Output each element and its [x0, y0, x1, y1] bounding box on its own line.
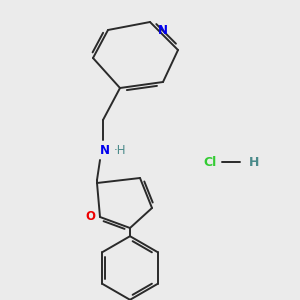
Text: N: N [100, 143, 110, 157]
Text: O: O [85, 211, 95, 224]
Text: N: N [158, 23, 168, 37]
Text: H: H [249, 155, 259, 169]
Text: ·H: ·H [113, 143, 126, 157]
Text: Cl: Cl [203, 155, 217, 169]
